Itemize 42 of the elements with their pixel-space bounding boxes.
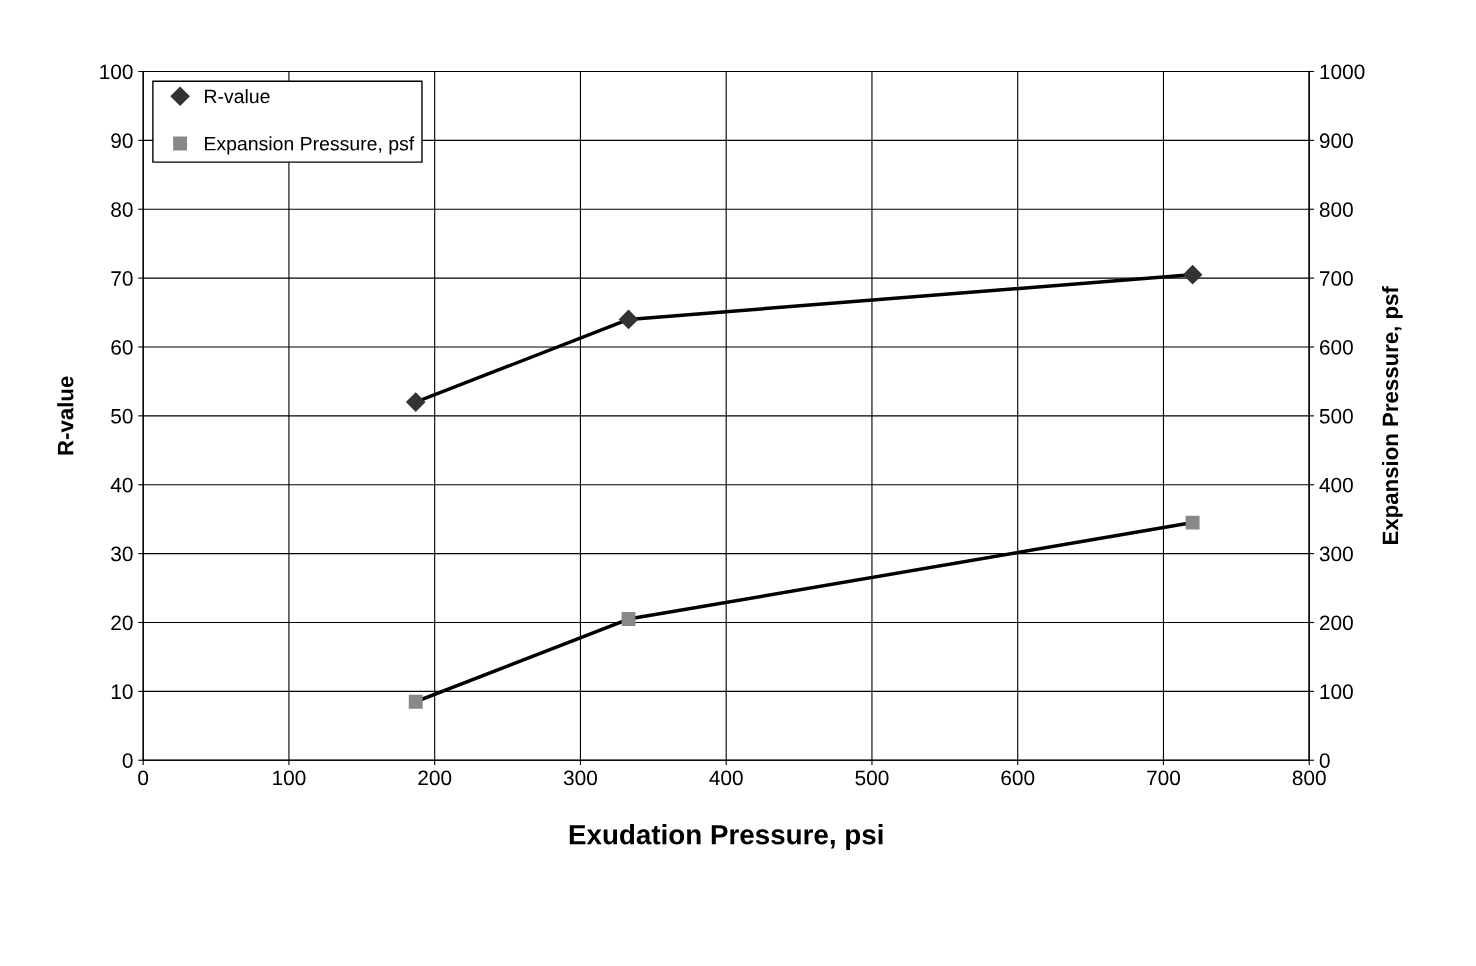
- y2-tick-label: 100: [1320, 684, 1353, 700]
- x-tick-label: 600: [1001, 770, 1035, 786]
- y2-tick-label: 600: [1319, 339, 1353, 355]
- y2-tick-label: 700: [1320, 271, 1353, 286]
- x-tick-label: 100: [273, 770, 306, 786]
- y2-tick-label: 0: [1319, 753, 1330, 768]
- y-tick-label: 30: [111, 546, 133, 562]
- y2-tick-label: 900: [1319, 133, 1353, 149]
- point: [621, 612, 636, 626]
- y2-axis-title: Expansion Pressure, psf: [1381, 286, 1403, 545]
- y-tick-label: 50: [111, 408, 133, 424]
- point: [408, 694, 423, 709]
- x-tick-label: 200: [418, 770, 452, 786]
- y-tick-label: 60: [111, 339, 133, 355]
- y-tick-label: 20: [111, 615, 133, 631]
- y-tick-label: 70: [111, 271, 133, 286]
- y2-tick-label: 500: [1319, 408, 1353, 424]
- y2-tick-label: 400: [1319, 477, 1353, 493]
- y2-tick-label: 1000: [1320, 64, 1365, 80]
- point: [406, 392, 426, 412]
- x-tick-label: 700: [1147, 770, 1181, 786]
- x-tick-label: 300: [563, 770, 597, 786]
- y-axis-title: R-value: [57, 376, 74, 455]
- x-tick-label: 0: [138, 770, 149, 786]
- y-tick-label: 100: [100, 64, 133, 80]
- x-axis-title: Exudation Pressure, psi: [569, 824, 883, 850]
- y-tick-label: 80: [111, 202, 133, 217]
- x-tick-label: 500: [855, 770, 889, 786]
- y2-tick-label: 200: [1319, 615, 1353, 631]
- point: [619, 309, 639, 329]
- point: [1183, 265, 1203, 285]
- y-tick-label: 90: [111, 133, 133, 149]
- x-tick-label: 800: [1292, 770, 1326, 786]
- y2-tick-label: 800: [1319, 202, 1353, 217]
- x-tick-label: 400: [709, 770, 743, 786]
- legend-label: R-value: [205, 88, 270, 104]
- point: [1185, 515, 1200, 530]
- legend-label: Expansion Pressure, psf: [205, 136, 415, 155]
- y-tick-label: 0: [122, 753, 133, 768]
- y-tick-label: 40: [110, 477, 133, 493]
- y-tick-label: 10: [111, 684, 133, 700]
- y2-tick-label: 300: [1319, 546, 1353, 562]
